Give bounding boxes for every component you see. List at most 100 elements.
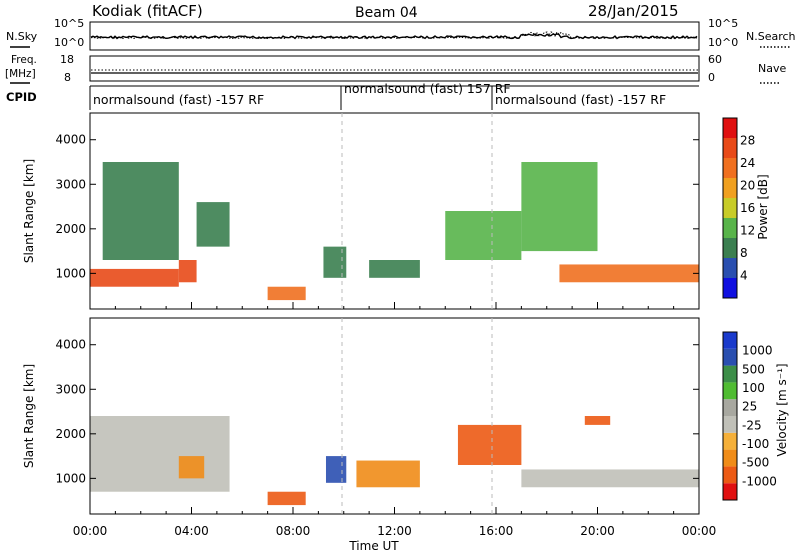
freq-tick-top: 18 — [60, 53, 74, 66]
power-data — [90, 162, 699, 301]
x-tick-label: 00:00 — [73, 524, 108, 538]
data-patch — [369, 260, 420, 278]
nsearch-trace — [90, 31, 698, 40]
data-patch — [178, 260, 197, 283]
data-patch — [267, 491, 306, 506]
data-patch — [521, 469, 699, 488]
power-colorbar-tick: 20 — [740, 179, 755, 193]
data-patch — [323, 246, 347, 278]
nsky-tick-bottom: 10^0 — [54, 36, 84, 49]
power-colorbar-frame — [722, 117, 738, 299]
velocity-colorbar-frame — [722, 331, 738, 501]
x-axis-tick-labels: 00:00 04:00 08:00 12:00 16:00 20:00 00:00 — [73, 524, 717, 538]
freq-frame — [89, 55, 700, 82]
x-tick-label: 12:00 — [377, 524, 412, 538]
velocity-colorbar-tick: -25 — [742, 418, 762, 432]
x-tick-label: 20:00 — [580, 524, 615, 538]
y-tick-label: 1000 — [55, 266, 86, 280]
velocity-panel: Slant Range [km] 1000 2000 3000 4000 — [22, 317, 700, 515]
nsky-right-tick-top: 10^5 — [708, 17, 738, 30]
power-colorbar-tick: 12 — [740, 224, 755, 238]
velocity-colorbar: Velocity [m s⁻¹] 1000 500 100 25 -25 -100 -500… — [722, 331, 789, 501]
y-tick-label: 4000 — [55, 338, 86, 352]
cpid-label: CPID — [6, 90, 37, 104]
velocity-colorbar-tick: -100 — [742, 437, 769, 451]
y-tick-label: 3000 — [55, 382, 86, 396]
power-colorbar-swatch — [723, 198, 737, 218]
velocity-colorbar-swatch — [723, 399, 737, 416]
x-tick-label: 16:00 — [479, 524, 514, 538]
freq-right-tick-bottom: 0 — [708, 71, 715, 84]
nsky-panel: N.Sky 10^5 10^0 10^5 10^0 N.Search — [6, 17, 796, 51]
y-tick-label: 1000 — [55, 471, 86, 485]
power-colorbar-swatch — [723, 238, 737, 258]
velocity-colorbar-swatch — [723, 416, 737, 433]
data-patch — [267, 286, 306, 301]
y-tick-label: 3000 — [55, 177, 86, 191]
velocity-colorbar-tick: -1000 — [742, 474, 777, 488]
x-axis-label: Time UT — [348, 539, 399, 553]
velocity-colorbar-tick: 100 — [742, 381, 765, 395]
velocity-x-ticks — [89, 507, 700, 514]
velocity-colorbar-swatch — [723, 449, 737, 467]
cpid-panel: CPID normalsound (fast) -157 RF normalso… — [6, 81, 699, 110]
data-patch — [90, 268, 179, 287]
nsky-tick-top: 10^5 — [54, 17, 84, 30]
nave-label: Nave — [758, 62, 786, 75]
cpid-segment-3: normalsound (fast) -157 RF — [495, 92, 666, 107]
velocity-colorbar-swatch — [723, 466, 737, 484]
power-colorbar-tick: 8 — [740, 246, 748, 260]
freq-label-line1: Freq. — [11, 54, 37, 66]
power-colorbar-tick: 16 — [740, 201, 755, 215]
y-tick-label: 2000 — [55, 222, 86, 236]
power-x-ticks — [89, 302, 700, 309]
freq-right-tick-top: 60 — [708, 53, 722, 66]
data-patch — [196, 202, 230, 247]
x-tick-label: 00:00 — [682, 524, 717, 538]
x-tick-label: 04:00 — [174, 524, 209, 538]
velocity-colorbar-swatch — [723, 432, 737, 450]
y-tick-label: 2000 — [55, 427, 86, 441]
nsky-frame — [89, 21, 700, 51]
date-title: 28/Jan/2015 — [588, 2, 679, 20]
freq-tick-bottom: 8 — [64, 71, 71, 84]
power-colorbar-swatch — [723, 178, 737, 198]
velocity-ylabel: Slant Range [km] — [22, 364, 36, 468]
nsky-right-tick-bottom: 10^0 — [708, 36, 738, 49]
velocity-colorbar-tick: 500 — [742, 362, 765, 376]
velocity-colorbar-swatch — [723, 332, 737, 349]
power-colorbar-swatch — [723, 258, 737, 278]
velocity-colorbar-swatch — [723, 483, 737, 500]
velocity-colorbar-tick: 1000 — [742, 344, 773, 358]
power-ylabel: Slant Range [km] — [22, 159, 36, 263]
x-tick-label: 08:00 — [276, 524, 311, 538]
station-title: Kodiak (fitACF) — [92, 2, 203, 20]
data-patch — [90, 416, 230, 492]
y-tick-label: 4000 — [55, 133, 86, 147]
data-patch — [559, 264, 699, 283]
data-patch — [178, 456, 205, 479]
power-colorbar-label: Power [dB] — [756, 174, 770, 239]
power-colorbar-swatch — [723, 278, 737, 298]
data-patch — [584, 416, 611, 425]
power-colorbar-tick: 28 — [740, 134, 755, 148]
freq-label-line2: [MHz] — [5, 68, 36, 80]
cpid-segment-1: normalsound (fast) -157 RF — [93, 92, 264, 107]
velocity-y-ticks: 1000 2000 3000 4000 — [55, 338, 699, 485]
freq-panel: Freq. [MHz] 18 8 60 0 Nave — [5, 53, 786, 84]
power-colorbar-tick: 24 — [740, 156, 755, 170]
data-patch — [521, 162, 598, 252]
data-patch — [102, 162, 179, 260]
nsky-label: N.Sky — [6, 30, 38, 43]
power-y-ticks: 1000 2000 3000 4000 — [55, 133, 699, 280]
power-colorbar-swatch — [723, 158, 737, 178]
cpid-segment-2: normalsound (fast) 157 RF — [344, 81, 511, 96]
velocity-colorbar-swatch — [723, 348, 737, 366]
velocity-colorbar-label: Velocity [m s⁻¹] — [775, 363, 789, 456]
data-patch — [356, 460, 420, 488]
data-patch — [457, 424, 522, 465]
nsearch-label: N.Search — [746, 30, 796, 43]
power-colorbar-swatch — [723, 118, 737, 138]
beam-title: Beam 04 — [355, 5, 418, 21]
